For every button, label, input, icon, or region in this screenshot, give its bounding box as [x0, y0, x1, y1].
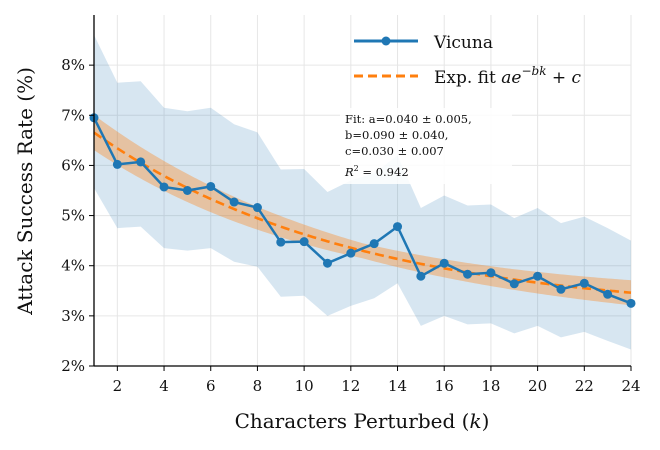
x-tick-label: 6: [206, 377, 216, 395]
y-tick-label: 5%: [61, 207, 85, 225]
fit-annotation-line-1: Fit: a=0.040 ± 0.005,: [345, 112, 472, 126]
legend-vicuna-marker: [381, 36, 391, 46]
fit-annotation-r2: R2 = 0.942: [344, 164, 409, 179]
data-point-9: [276, 237, 286, 247]
vicuna-confidence-band: [94, 35, 631, 350]
legend: Vicuna Exp. fit ae−bk + c: [354, 33, 582, 88]
legend-fit-exponent: −bk: [521, 64, 546, 78]
r2-sup: 2: [354, 164, 359, 173]
fit-annotation-line-2: b=0.090 ± 0.040,: [345, 128, 448, 142]
data-point-18: [486, 268, 496, 278]
r2-value: = 0.942: [359, 165, 409, 179]
legend-fit-tail: + c: [546, 68, 581, 88]
y-tick-label: 7%: [61, 106, 85, 124]
data-point-11: [322, 258, 332, 268]
data-point-2: [112, 159, 122, 169]
x-tick-label: 2: [113, 377, 123, 395]
data-point-24: [626, 298, 636, 308]
y-tick-label: 3%: [61, 307, 85, 325]
data-point-15: [416, 271, 426, 281]
y-tick-label: 4%: [61, 257, 85, 275]
x-tick-label: 18: [481, 377, 500, 395]
data-point-10: [299, 237, 309, 247]
x-tick-label: 10: [295, 377, 314, 395]
data-point-17: [463, 269, 473, 279]
x-tick-label: 14: [388, 377, 407, 395]
fit-annotation-line-3: c=0.030 ± 0.007: [345, 144, 444, 158]
y-tick-label: 8%: [61, 56, 85, 74]
y-tick-label: 6%: [61, 156, 85, 174]
y-tick-label: 2%: [61, 357, 85, 375]
fit-annotation: Fit: a=0.040 ± 0.005, b=0.090 ± 0.040, c…: [340, 108, 512, 184]
data-point-16: [439, 258, 449, 268]
data-point-6: [206, 181, 216, 191]
x-axis-title-var: k: [469, 409, 481, 433]
x-tick-label: 16: [435, 377, 454, 395]
axes: [89, 15, 632, 371]
x-tick-label: 22: [575, 377, 594, 395]
vicuna-markers: [89, 113, 636, 308]
data-point-3: [136, 157, 146, 167]
legend-fit-label: Exp. fit ae−bk + c: [434, 64, 582, 88]
data-point-8: [252, 203, 262, 213]
data-point-23: [603, 289, 613, 299]
data-point-21: [556, 284, 566, 294]
tick-labels: 2 4 6 8 10 12 14 16 18 20 22 242%3%4%5%6%7%8%: [61, 56, 640, 395]
x-tick-label: 8: [253, 377, 263, 395]
data-point-19: [509, 279, 519, 289]
data-point-13: [369, 239, 379, 249]
data-point-12: [346, 248, 356, 258]
r2-label: R: [344, 165, 354, 179]
legend-fit-name: Exp. fit: [434, 68, 501, 88]
x-tick-label: 4: [159, 377, 169, 395]
data-point-4: [159, 182, 169, 192]
x-axis-title: Characters Perturbed (k): [235, 409, 490, 433]
x-axis-title-close: ): [482, 409, 490, 433]
x-tick-label: 20: [528, 377, 547, 395]
exp-fit-line: [93, 131, 632, 295]
data-point-14: [393, 222, 403, 232]
legend-fit-formula: ae: [501, 68, 521, 88]
x-axis-title-text: Characters Perturbed (: [235, 409, 470, 433]
data-point-5: [182, 186, 192, 195]
data-point-22: [579, 278, 589, 288]
data-point-7: [229, 197, 239, 207]
x-tick-label: 12: [341, 377, 360, 395]
legend-vicuna-label: Vicuna: [433, 33, 493, 53]
data-point-20: [533, 271, 543, 281]
x-tick-label: 24: [621, 377, 640, 395]
fit-annotation-box: [340, 108, 512, 184]
y-axis-title: Attack Success Rate (%): [13, 67, 37, 316]
